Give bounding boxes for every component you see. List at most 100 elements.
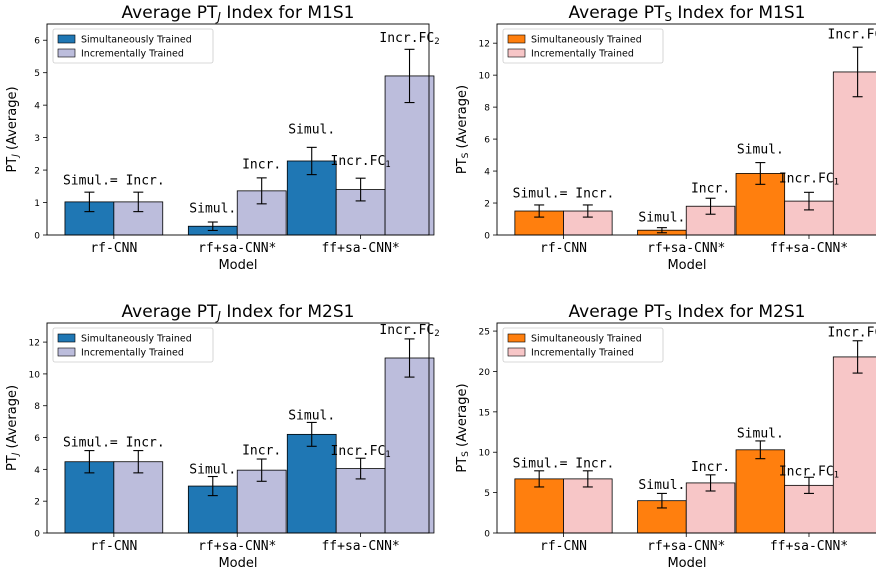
legend-swatch xyxy=(57,34,76,44)
plot-frame xyxy=(496,322,876,534)
bar-annotation: Simul. xyxy=(638,210,685,225)
bar xyxy=(832,356,876,534)
bar-annotation: Incr. xyxy=(242,157,281,172)
y-tick-label: 2 xyxy=(484,200,490,210)
x-tick-label: rf-CNN xyxy=(90,539,137,554)
bar-annotation: Simul.= Incr. xyxy=(63,435,165,450)
y-tick-label: 0 xyxy=(484,232,490,242)
legend: Simultaneously Trained Incrementally Trai… xyxy=(502,28,664,64)
bar xyxy=(832,71,876,236)
y-tick-label: 10 xyxy=(479,72,491,82)
bar-annotation: Incr.FC1 xyxy=(331,444,391,460)
bar-annotation: Incr. xyxy=(242,443,281,458)
y-tick-label: 6 xyxy=(34,37,40,47)
bar-annotation: Simul.= Incr. xyxy=(513,457,615,472)
bar-annotation: Simul. xyxy=(189,462,236,477)
y-tick-label: 10 xyxy=(29,370,41,380)
legend: Simultaneously Trained Incrementally Trai… xyxy=(502,327,664,363)
bar-annotation: Simul.= Incr. xyxy=(513,186,615,201)
y-tick-label: 25 xyxy=(479,328,490,338)
plot-frame xyxy=(46,23,430,236)
x-tick-label: rf+sa-CNN* xyxy=(198,241,276,256)
x-tick-label: rf+sa-CNN* xyxy=(647,539,725,554)
y-tick-label: 0 xyxy=(34,530,40,540)
y-tick-label: 6 xyxy=(34,434,40,444)
chart-panel-3: Average PTJ Index for M2S1 PTJ (Average) 0… xyxy=(5,302,440,571)
legend-label: Incrementally Trained xyxy=(81,348,184,359)
chart-panel-2: Average PTS Index for M1S1 PTS (Average) 0… xyxy=(455,3,876,273)
legend: Simultaneously Trained Incrementally Trai… xyxy=(52,327,214,363)
y-tick-label: 0 xyxy=(484,530,490,540)
x-axis-label: Model xyxy=(667,556,706,571)
chart-panel-4: Average PTS Index for M2S1 PTS (Average) 0… xyxy=(455,302,876,571)
bar-annotation: Simul. xyxy=(737,426,784,441)
y-tick-label: 8 xyxy=(34,402,40,412)
legend-label: Simultaneously Trained xyxy=(81,334,192,345)
y-tick-label: 5 xyxy=(34,69,40,79)
x-tick-label: rf+sa-CNN* xyxy=(647,241,725,256)
y-tick-label: 1 xyxy=(34,199,40,209)
x-axis-label: Model xyxy=(218,258,257,273)
y-tick-label: 20 xyxy=(479,368,491,378)
legend: Simultaneously Trained Incrementally Trai… xyxy=(52,28,214,64)
plot-frame xyxy=(496,23,876,236)
bar-annotation: Incr.FC1 xyxy=(779,171,839,187)
plot-frame xyxy=(46,322,430,534)
chart-title: Average PTJ Index for M2S1 xyxy=(122,302,355,323)
x-tick-label: rf-CNN xyxy=(540,539,587,554)
legend-label: Incrementally Trained xyxy=(81,49,184,60)
legend-label: Simultaneously Trained xyxy=(81,35,192,46)
bar xyxy=(384,357,435,534)
legend-box xyxy=(52,327,214,363)
bar-annotation: Incr.FC1 xyxy=(779,464,839,480)
legend-label: Simultaneously Trained xyxy=(531,35,642,46)
y-tick-label: 2 xyxy=(34,167,40,177)
legend-swatch xyxy=(57,347,76,357)
y-tick-label: 6 xyxy=(484,136,490,146)
y-axis-label: PTJ (Average) xyxy=(5,86,21,172)
y-tick-label: 8 xyxy=(484,104,490,114)
legend-label: Simultaneously Trained xyxy=(531,334,642,345)
bar-annotation: Simul. xyxy=(638,478,685,493)
legend-swatch xyxy=(507,34,526,44)
y-axis-label: PTJ (Average) xyxy=(5,385,21,471)
bar xyxy=(286,433,337,534)
x-tick-label: rf+sa-CNN* xyxy=(198,539,276,554)
chart-panel-1: Average PTJ Index for M1S1 PTJ (Average) 0… xyxy=(5,3,440,273)
legend-box xyxy=(52,28,214,64)
legend-swatch xyxy=(57,333,76,343)
y-tick-label: 4 xyxy=(34,102,40,112)
x-tick-label: ff+sa-CNN* xyxy=(321,241,399,256)
x-tick-label: ff+sa-CNN* xyxy=(770,241,848,256)
bar-annotation: Incr.FC2 xyxy=(379,323,439,339)
legend-box xyxy=(502,28,664,64)
x-axis-label: Model xyxy=(667,258,706,273)
bar-annotation: Simul. xyxy=(189,201,236,216)
chart-title: Average PTJ Index for M1S1 xyxy=(122,3,355,24)
legend-swatch xyxy=(507,333,526,343)
legend-swatch xyxy=(57,48,76,58)
x-axis-label: Model xyxy=(218,556,257,571)
x-tick-label: ff+sa-CNN* xyxy=(770,539,848,554)
legend-label: Incrementally Trained xyxy=(531,49,634,60)
bar-annotation: Incr. xyxy=(691,460,730,475)
y-tick-label: 4 xyxy=(484,168,490,178)
y-axis-label: PTS (Average) xyxy=(455,85,471,174)
y-tick-label: 3 xyxy=(34,134,40,144)
bar-annotation: Incr.FC2 xyxy=(379,31,439,47)
bar-annotation: Incr.FC2 xyxy=(828,27,876,43)
bar-annotation: Incr. xyxy=(691,182,730,197)
bar-annotation: Simul. xyxy=(737,142,784,157)
y-tick-label: 2 xyxy=(34,498,40,508)
x-tick-label: ff+sa-CNN* xyxy=(321,539,399,554)
y-tick-label: 12 xyxy=(479,40,490,50)
bar-annotation: Simul. xyxy=(288,123,335,138)
bar-annotation: Simul.= Incr. xyxy=(63,174,165,189)
chart-title: Average PTS Index for M2S1 xyxy=(569,302,806,323)
chart-title: Average PTS Index for M1S1 xyxy=(569,3,806,24)
x-tick-label: rf-CNN xyxy=(540,241,587,256)
y-tick-label: 5 xyxy=(484,489,490,499)
y-tick-label: 0 xyxy=(34,232,40,242)
y-tick-label: 10 xyxy=(479,449,491,459)
